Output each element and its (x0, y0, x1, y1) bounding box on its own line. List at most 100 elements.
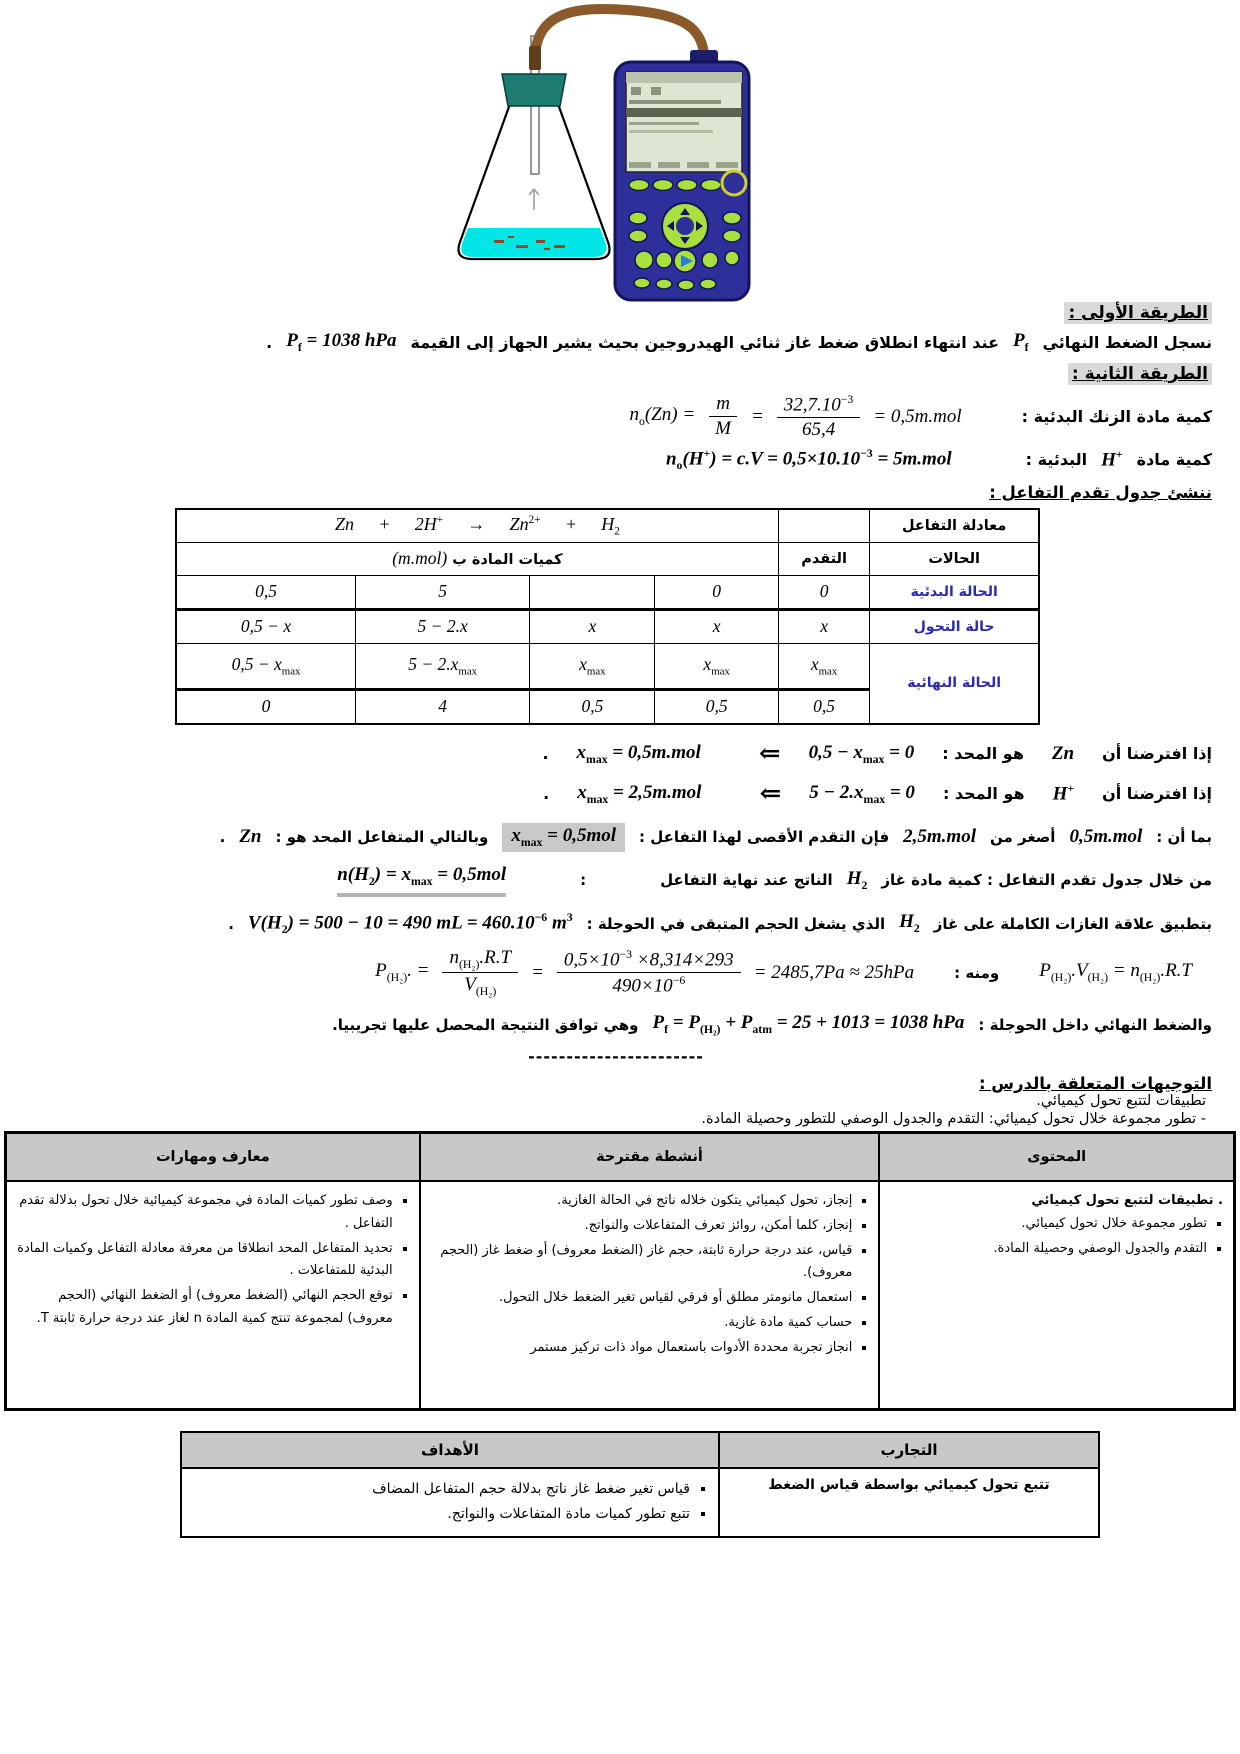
list-item: التقدم والجدول الوصفي وحصيلة المادة. (890, 1238, 1207, 1261)
hplus-label-pre: كمية مادة (1136, 450, 1212, 470)
assume-h-eq1: 5 − 2.xmax = 0 (809, 781, 915, 806)
zinc-formula-tail: = 0,5m.mol (873, 405, 962, 427)
final-expression-row: 0,5 − xmax 5 − 2.xmax xmax xmax xmax الح… (175, 642, 1040, 725)
skills-cell: وصف تطور كميات المادة في مجموعة كيميائية… (4, 1180, 421, 1411)
method1-text-before: نسجل الضغط النهائي (1042, 332, 1212, 352)
connection-cable (530, 3, 710, 65)
fraction-numerator: 0,5×10−3 ×8,314×293 (556, 948, 741, 973)
progress-table: Zn + 2H+ → Zn2+ + H2 معادلة التفاعل كميا… (175, 507, 1040, 725)
progress-label-cell: التقدم (777, 541, 871, 576)
method1-title: الطريقة الأولى : (1064, 302, 1212, 324)
table-cell: 0 (175, 687, 356, 725)
zinc-amount-line: كمية مادة الزنك البدئية : no(Zn) = m M =… (20, 393, 1212, 441)
table-cell: 0,5 − x (175, 608, 356, 644)
content-list: تطور مجموعة خلال تحول كيميائي. التقدم وا… (890, 1213, 1223, 1261)
period: . (542, 744, 549, 764)
assume-zn-eq1: 0,5 − xmax = 0 (808, 741, 915, 766)
empty-cell (777, 508, 871, 543)
content-cell: . تطبيقات لتتبع تحول كيميائي تطور مجموعة… (878, 1180, 1236, 1411)
final-pressure-pre: والضغط النهائي داخل الحوجلة : (978, 1015, 1212, 1034)
equals-sign: = (531, 961, 544, 983)
colon: : (580, 871, 587, 890)
device-dpad (661, 202, 709, 250)
assume-zn-line: إذا افترضنا أن Zn هو المحد : 0,5 − xmax … (20, 739, 1212, 769)
table-cell: xmax (529, 642, 656, 690)
zinc-formula-lead: no(Zn) = (629, 404, 696, 429)
method2-heading-line: الطريقة الثانية : (20, 362, 1212, 385)
highlight-ring-icon (720, 169, 748, 197)
assume-h-line: إذا افترضنا أن H+ هو المحد : 5 − 2.xmax … (20, 779, 1212, 809)
h2-amount-line: من خلال جدول تقدم التفاعل : كمية مادة غا… (20, 864, 1212, 897)
conclusion-post: وبالتالي المتفاعل المحد هو : (275, 828, 489, 847)
implies-arrow-icon: ⇐ (759, 778, 782, 808)
period: . (543, 784, 550, 804)
table-cell: xmax (654, 642, 779, 690)
method1-paragraph: نسجل الضغط النهائي Pf عند انتهاء انطلاق … (20, 330, 1212, 355)
skills-list: وصف تطور كميات المادة في مجموعة كيميائية… (17, 1190, 409, 1331)
assume-zn-eq2: xmax = 0,5m.mol (576, 741, 701, 766)
list-item: إنجاز، كلما أمكن، روائز تعرف المتفاعلات … (431, 1215, 853, 1238)
play-icon (681, 255, 693, 267)
experiments-table: التجارب الأهداف تتبع تحول كيميائي بواسطة… (180, 1431, 1101, 1538)
pressure-formula-tail: = 2485,7Pa ≈ 25hPa (753, 961, 915, 983)
list-item: قياس، عند درجة حرارة ثابتة، حجم غاز (الض… (431, 1240, 852, 1286)
experiments-header-row: التجارب الأهداف (180, 1431, 1101, 1470)
table-cell: 0,5 − xmax (175, 642, 356, 690)
period: . (266, 332, 273, 352)
method1-text-after: عند انتهاء انطلاق ضغط غاز ثنائي الهيدروج… (410, 332, 1000, 352)
zn-symbol: Zn (239, 826, 262, 848)
table-cell: 0 (777, 574, 871, 611)
list-item: توقع الحجم النهائي (الضغط معروف) أو الضغ… (17, 1285, 393, 1331)
conclusion-line: بما أن : 0,5m.mol أصغر من 2,5m.mol فإن ا… (20, 822, 1212, 852)
liquid-speckles (494, 236, 565, 250)
conclusion-mid2: فإن التقدم الأقصى لهذا التفاعل : (639, 828, 890, 847)
table-cell: x (654, 608, 779, 644)
zinc-formula: no(Zn) = m M = 32,7.10−3 65,4 = 0,5m.mol (629, 393, 961, 441)
assume-h-post: هو المحد : (942, 784, 1025, 804)
content-column-header: المحتوى (878, 1131, 1236, 1183)
hplus-formula: no(H+) = c.V = 0,5×10.10−3 = 5m.mol (665, 446, 952, 472)
fraction: n(H₂).R.T V(H₂) (442, 947, 519, 999)
h2-amount-post: الناتج عند نهاية التفاعل (660, 871, 833, 890)
final-pressure-post: وهي توافق النتيجة المحصل عليها تجريبيا. (332, 1015, 639, 1034)
gas-up-arrow-icon (528, 187, 540, 210)
pf-symbol: Pf (1013, 330, 1029, 354)
value-1: 0,5m.mol (1069, 826, 1143, 848)
activities-list: إنجاز، تحول كيميائي يتكون خلاله ناتج في … (431, 1190, 869, 1359)
guidance-title: التوجيهات المتعلقة بالدرس : (978, 1074, 1212, 1094)
guidance-line-2: - تطور مجموعة خلال تحول كيميائي: التقدم … (701, 1111, 1206, 1128)
data-logger-device (613, 50, 751, 302)
initial-state-label: الحالة البدئية (869, 574, 1040, 611)
period: . (219, 828, 226, 847)
hplus-label-post: البدئية : (1025, 450, 1088, 470)
fraction-denominator: V(H₂) (464, 974, 497, 998)
curriculum-table: المحتوى أنشطة مقترحة معارف ومهارات . تطب… (4, 1131, 1236, 1412)
fraction: 32,7.10−3 65,4 (776, 393, 861, 441)
transform-state-label: حالة التحول (869, 608, 1040, 644)
pressure-line: P(H₂).V(H₂) = n(H₂).R.T ومنه : P(H₂). = … (20, 947, 1192, 999)
fraction-numerator: m (709, 393, 737, 418)
method1-heading-line: الطريقة الأولى : (20, 302, 1212, 324)
goals-column-header: الأهداف (180, 1431, 720, 1470)
activities-column-header: أنشطة مقترحة (418, 1131, 881, 1183)
conclusion-mid: أصغر من (989, 828, 1056, 847)
list-item: وصف تطور كميات المادة في مجموعة كيميائية… (17, 1190, 393, 1236)
xmax-highlight: xmax = 0,5mol (502, 822, 626, 852)
table-cell: x (777, 608, 871, 644)
pf-value: Pf = 1038 hPa (286, 330, 397, 354)
volume-formula: V(H2) = 500 − 10 = 490 mL = 460.10−6 m3 (247, 910, 573, 936)
list-item: استعمال مانومتر مطلق أو فرقي لقياس تغير … (431, 1287, 852, 1310)
experiments-column-header: التجارب (717, 1431, 1101, 1470)
table-cell: 5 (354, 574, 531, 611)
assume-h-eq2: xmax = 2,5m.mol (577, 781, 702, 806)
hence-text: ومنه : (954, 963, 1000, 982)
table-intro-title: ننشئ جدول تقدم التفاعل : (989, 482, 1212, 502)
fraction-numerator: 32,7.10−3 (776, 393, 861, 418)
table-cell: 0,5 (529, 687, 656, 725)
final-values-row: 0 4 0,5 0,5 0,5 (175, 687, 1039, 725)
table-cell: 4 (354, 687, 531, 725)
assume-zn-pre: إذا افترضنا أن (1102, 744, 1212, 764)
final-pressure-line: والضغط النهائي داخل الحوجلة : Pf = P(H₂)… (20, 1012, 1212, 1037)
content-intro: . تطبيقات لتتبع تحول كيميائي (1031, 1193, 1223, 1209)
